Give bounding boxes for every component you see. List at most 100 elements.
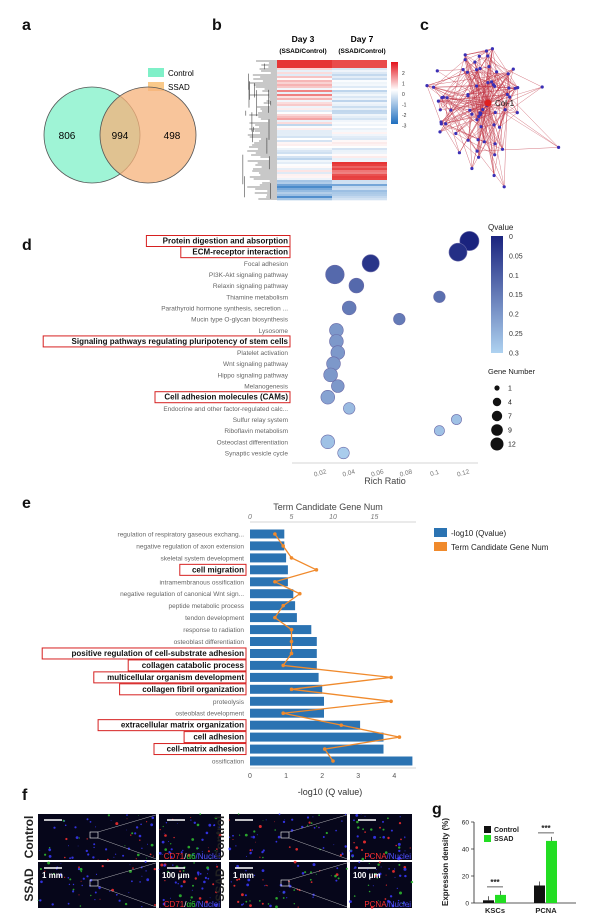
heatmap-cell <box>277 68 332 71</box>
fluorescence-speck <box>78 894 80 896</box>
fluorescence-speck <box>249 852 252 855</box>
network-edge <box>505 109 559 148</box>
bubble-term-label: Mucin type O-glycan biosynthesis <box>191 317 289 324</box>
network-graph <box>425 47 561 189</box>
network-edge <box>492 48 497 72</box>
fluorescence-speck <box>147 843 148 845</box>
network-edge <box>441 97 489 104</box>
heatmap-cell <box>277 108 332 111</box>
fluorescence-speck <box>351 854 355 858</box>
bar <box>250 649 317 658</box>
zoom-guide-line <box>97 885 160 909</box>
fluorescence-speck <box>361 849 363 851</box>
heatmap-cell <box>332 124 387 127</box>
bar <box>250 625 312 635</box>
heatmap-cell <box>332 160 387 163</box>
heatmap-cell <box>277 152 332 155</box>
bar-term-label: skeletal system development <box>161 555 245 562</box>
fluorescence-speck <box>81 884 83 887</box>
fluorescence-speck <box>179 870 182 873</box>
fluorescence-speck <box>141 906 143 908</box>
network-node <box>507 86 511 90</box>
fluorescence-speck <box>187 853 191 857</box>
heatmap-cell <box>332 146 387 149</box>
fluorescence-speck <box>274 829 277 831</box>
fluorescence-speck <box>167 870 169 873</box>
fluorescence-speck <box>390 829 393 832</box>
network-node <box>463 53 467 57</box>
fluorescence-speck <box>137 853 140 857</box>
heatmap-cell <box>277 198 332 201</box>
fluorescence-speck <box>150 843 154 847</box>
fluorescence-speck <box>169 897 171 899</box>
heatmap-cell <box>277 190 332 193</box>
heatmap-cell <box>332 198 387 201</box>
g-y-tick: 60 <box>462 820 470 827</box>
network-node <box>479 125 483 129</box>
fluorescence-speck <box>400 858 402 860</box>
heatmap-cell <box>332 60 387 63</box>
heatmap-cell <box>277 112 332 115</box>
gene-num-point <box>289 639 294 644</box>
heatmap-cell <box>332 132 387 135</box>
network-edge <box>487 102 495 176</box>
network-edge <box>464 59 468 73</box>
heatmap-cell <box>277 90 332 93</box>
heatmap-cell <box>332 80 387 83</box>
heatmap-cell <box>332 148 387 151</box>
heatmap-cell <box>277 86 332 89</box>
fluorescence-speck <box>282 890 286 894</box>
fluorescence-speck <box>207 877 210 880</box>
bar-term-label: peptide metabolic process <box>168 603 244 610</box>
heatmap-cell <box>332 64 387 67</box>
bar-term-label: intramembranous ossification <box>159 579 244 586</box>
fluorescence-speck <box>293 903 295 905</box>
fluorescence-speck <box>97 859 99 860</box>
network-node <box>503 108 507 112</box>
fluorescence-speck <box>95 826 97 828</box>
network-node <box>477 54 481 58</box>
fluorescence-speck <box>245 900 248 903</box>
bar <box>250 553 287 563</box>
fluorescence-speck <box>362 828 364 831</box>
fluorescence-speck <box>355 877 357 879</box>
venn-overlap-count: 994 <box>112 131 129 142</box>
fluorescence-speck <box>146 821 148 823</box>
fluorescence-speck <box>369 855 372 858</box>
heatmap-cell <box>277 176 332 179</box>
network-edge <box>445 102 489 124</box>
fluorescence-speck <box>313 826 316 829</box>
bubble-color-legend-title: Qvalue <box>488 223 514 232</box>
heatmap-cell <box>277 64 332 67</box>
bubble-point <box>343 402 356 415</box>
fluorescence-speck <box>284 819 286 821</box>
network-hub-node <box>484 99 492 107</box>
gene-num-line <box>273 533 400 762</box>
heatmap-scale-tick: -1 <box>402 103 407 109</box>
fluorescence-speck <box>394 868 396 870</box>
fluorescence-speck <box>129 864 131 866</box>
g-bar <box>483 900 494 903</box>
gene-number-legend-label: 7 <box>508 414 512 421</box>
fluorescence-speck <box>404 850 406 852</box>
fluorescence-speck <box>78 837 80 839</box>
heatmap-cell <box>277 62 332 65</box>
g-significance: *** <box>490 878 500 887</box>
heatmap-cell <box>332 176 387 179</box>
fluorescence-speck <box>199 873 202 875</box>
fluorescence-speck <box>78 866 80 869</box>
fluorescence-speck <box>216 864 217 866</box>
gene-num-point <box>273 579 277 584</box>
fluorescence-speck <box>89 821 92 823</box>
bubble-point <box>342 300 357 316</box>
gene-num-point <box>289 556 294 560</box>
bubble-term-label: Melanogenesis <box>244 384 288 391</box>
heatmap-cell <box>277 82 332 85</box>
heatmap-cell <box>332 128 387 131</box>
bar-term-highlight-box <box>93 671 247 684</box>
bar-term-label: tendon development <box>185 615 244 622</box>
fluorescence-speck <box>330 875 332 877</box>
fluorescence-speck <box>261 850 264 854</box>
fluorescence-speck <box>72 883 75 886</box>
